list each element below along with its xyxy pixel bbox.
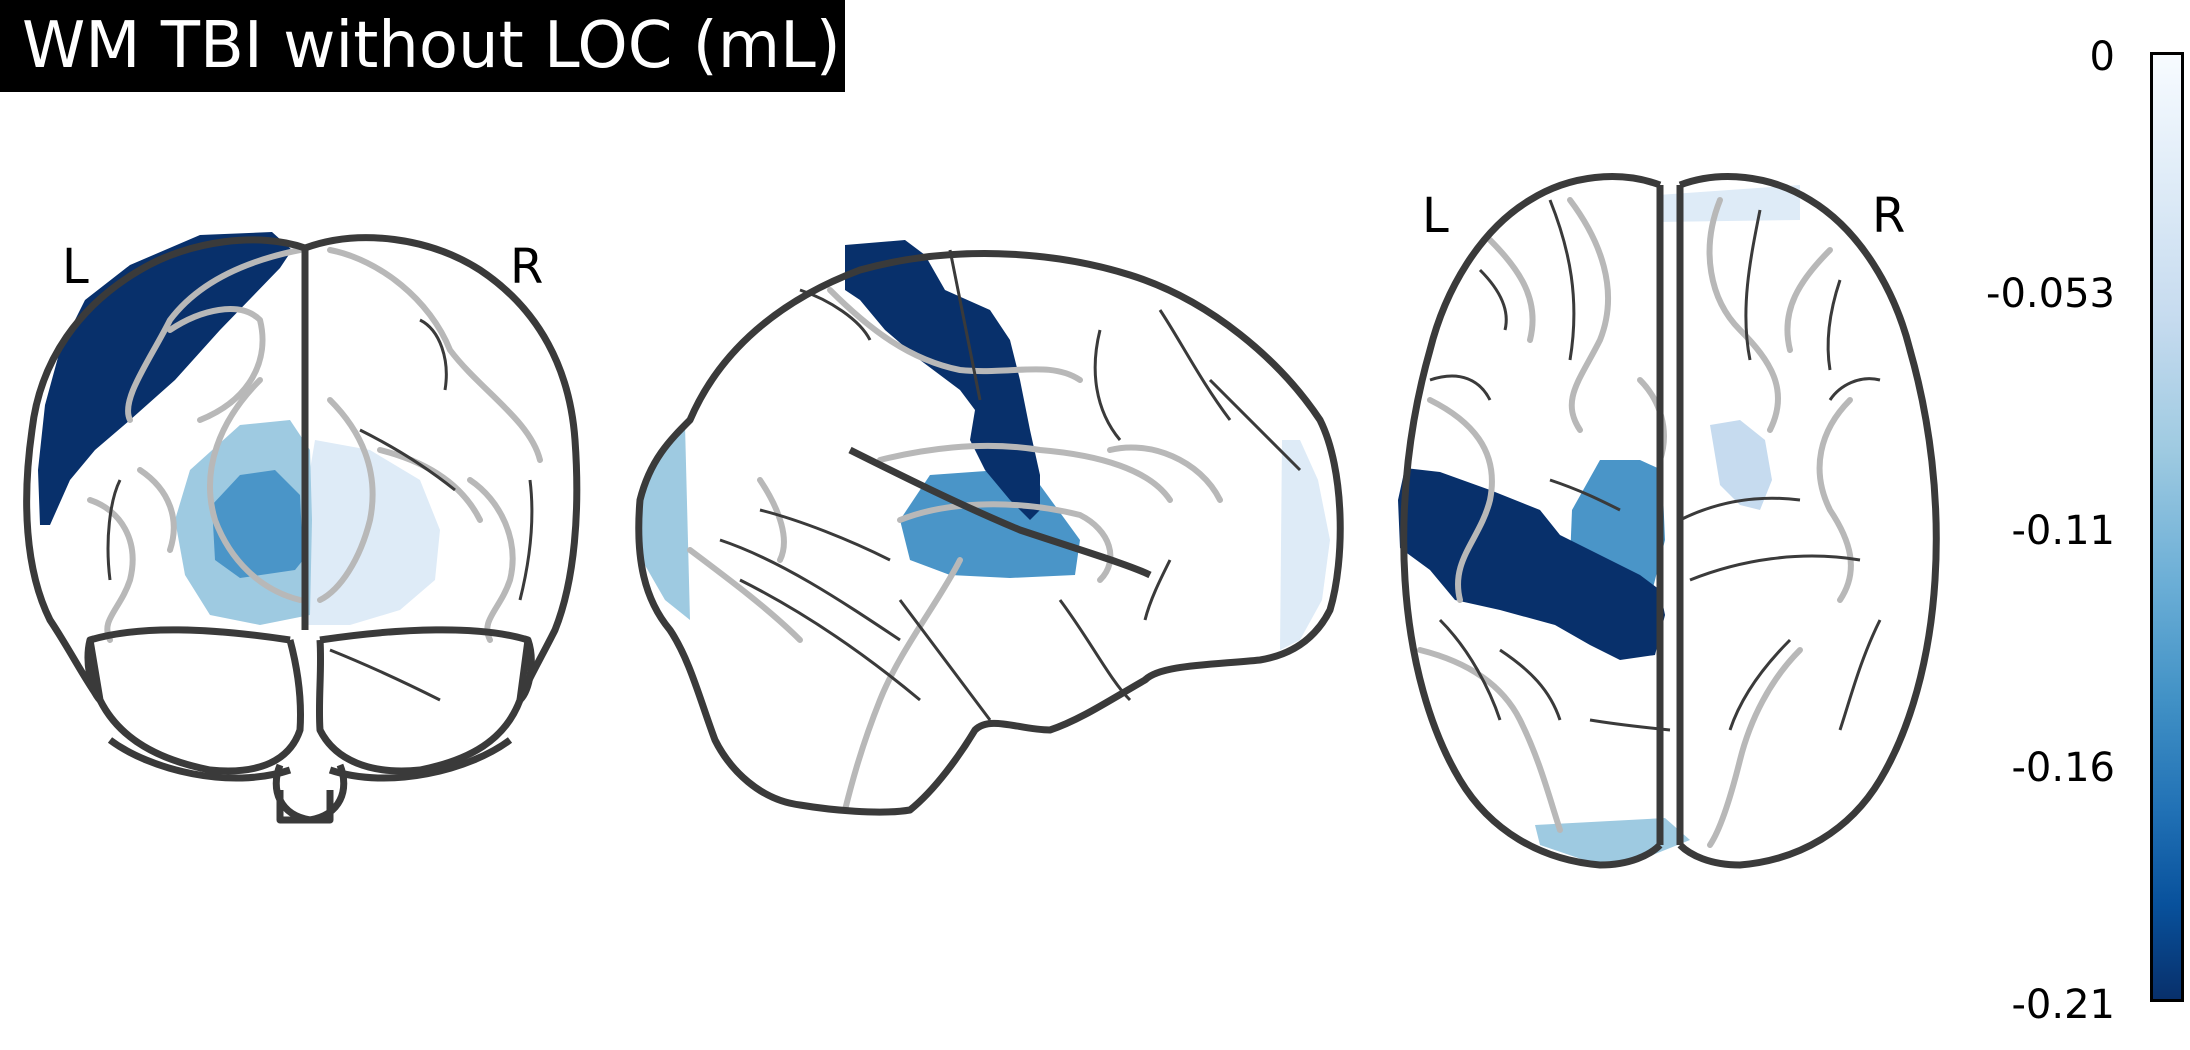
axial-blob-dark: [1398, 468, 1665, 660]
axial-blob-pale-right: [1710, 420, 1772, 510]
figure-title: WM TBI without LOC (mL): [0, 0, 845, 92]
colorbar: [2150, 52, 2184, 1002]
coronal-fine-lines: [106, 318, 534, 702]
sagittal-sylvian: [848, 446, 1152, 579]
axial-left-label: L: [1422, 188, 1449, 244]
axial-sulci: [1417, 197, 1854, 848]
axial-outline: [1400, 173, 1940, 869]
colorbar-tick-label: -0.21: [2011, 982, 2116, 1028]
colorbar-tick-label: 0: [2089, 34, 2115, 80]
coronal-right-label: R: [510, 239, 543, 295]
coronal-blob-pale: [300, 440, 440, 625]
sagittal-blob-faint: [1280, 440, 1330, 650]
axial-right-label: R: [1872, 188, 1905, 244]
coronal-blob-dark: [38, 232, 292, 525]
coronal-view: L R: [23, 232, 581, 824]
sagittal-outline: [635, 250, 1344, 816]
coronal-outline: [23, 234, 581, 824]
coronal-sulci: [87, 247, 543, 643]
sagittal-view: [635, 240, 1344, 816]
coronal-left-label: L: [62, 239, 89, 295]
axial-view: L R: [1398, 173, 1940, 869]
coronal-blob-mid: [212, 470, 303, 578]
colorbar-tick-label: -0.16: [2011, 745, 2116, 791]
axial-blob-faint-top: [1658, 185, 1800, 222]
sagittal-blob-dark: [845, 240, 1040, 520]
axial-fine-lines: [1429, 199, 1882, 732]
colorbar-tick-label: -0.053: [1986, 271, 2115, 317]
sagittal-sulci: [687, 287, 1223, 813]
colorbar-tick-label: -0.11: [2011, 508, 2116, 554]
